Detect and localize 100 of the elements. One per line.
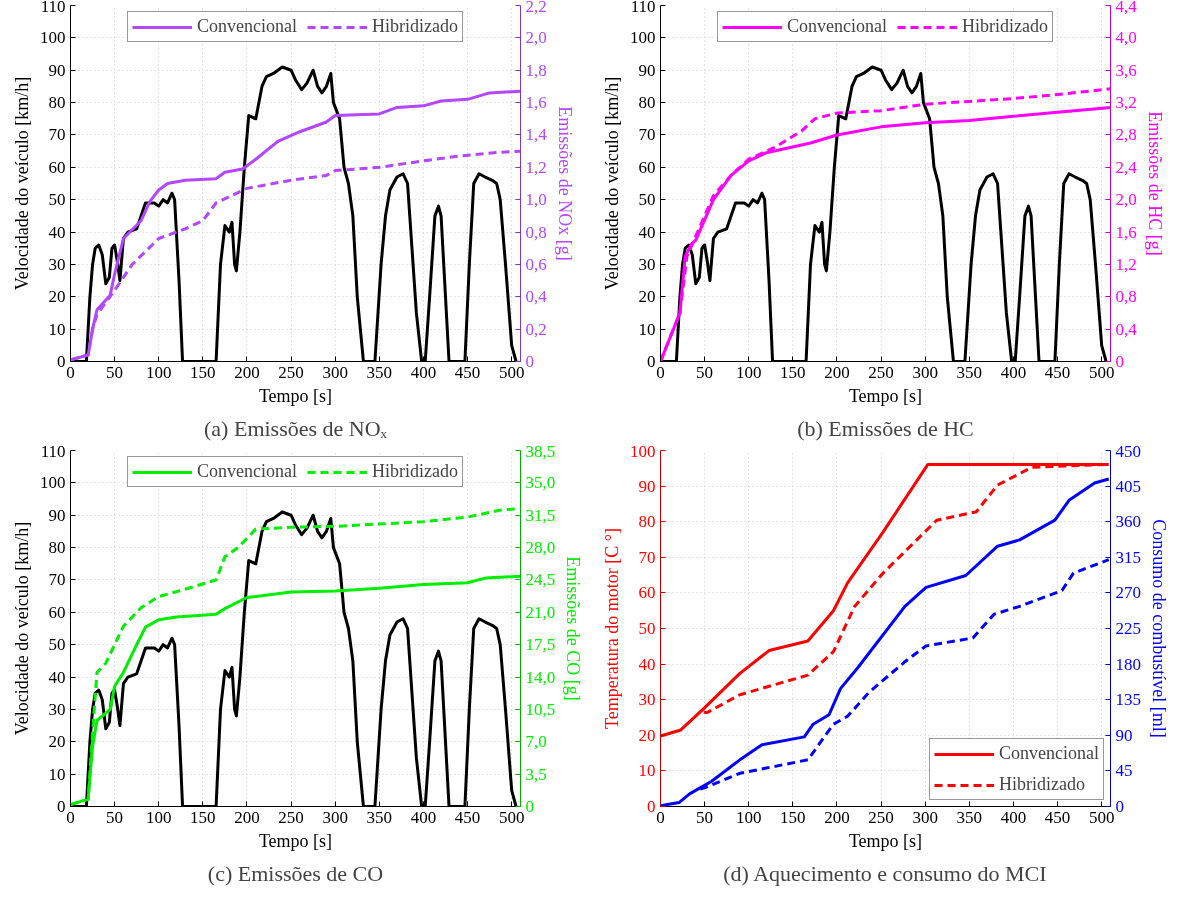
legend-label: Hibridizado <box>372 461 458 482</box>
x-tick-label: 250 <box>278 362 304 382</box>
y-tick-label: 40 <box>48 222 66 242</box>
text: (a) Emissões de NOₓ <box>204 415 388 441</box>
y2-axis-title: Emissões de CO [g] <box>563 556 584 701</box>
x-tick-label: 450 <box>454 362 481 382</box>
y-tick-label: 10 <box>48 764 66 784</box>
y-tick-label: 30 <box>638 690 656 710</box>
x-tick-label: 450 <box>1044 807 1071 827</box>
x-tick-label: 50 <box>696 807 714 827</box>
y2-tick-label: 0,8 <box>525 222 547 242</box>
x-tick-label: 350 <box>956 362 983 382</box>
y-axis-title: Velocidade do veículo [km/h] <box>12 76 32 291</box>
x-tick-label: 350 <box>956 807 983 827</box>
y2-tick-label: 405 <box>1115 476 1141 496</box>
x-tick-label: 500 <box>1088 807 1115 827</box>
y-tick-label: 10 <box>638 319 656 339</box>
y-tick-label: 20 <box>638 287 656 307</box>
y2-tick-label: 1,0 <box>525 190 547 210</box>
y2-tick-label: 1,4 <box>525 125 548 145</box>
y2-axis-title: Emissões de NOx [g] <box>554 106 575 261</box>
y2-tick-label: 45 <box>1115 761 1133 781</box>
y-tick-label: 70 <box>638 125 656 145</box>
y-tick-label: 90 <box>638 476 656 496</box>
x-tick-label: 100 <box>735 807 762 827</box>
y2-tick-label: 28,0 <box>525 538 556 558</box>
y2-tick-label: 14,0 <box>525 667 556 687</box>
x-tick-label: 200 <box>234 362 260 382</box>
y2-axis-title: Emissões de HC [g] <box>1144 111 1165 256</box>
y-tick-label: 110 <box>40 0 66 16</box>
y2-tick-label: 360 <box>1115 512 1141 532</box>
y2-tick-label: 2,0 <box>525 28 547 48</box>
x-tick-label: 150 <box>190 362 216 382</box>
y2-tick-label: 3,6 <box>1115 60 1137 80</box>
x-tick-label: 400 <box>1000 362 1027 382</box>
y-tick-label: 10 <box>48 319 66 339</box>
x-tick-label: 200 <box>824 362 850 382</box>
y-tick-label: 20 <box>48 732 66 752</box>
y2-tick-label: 38,5 <box>525 441 556 461</box>
y2-tick-label: 1,2 <box>1115 254 1137 274</box>
y2-tick-label: 2,2 <box>525 0 547 16</box>
y-tick-label: 80 <box>48 538 66 558</box>
y-tick-label: 40 <box>48 667 66 687</box>
y-tick-label: 20 <box>638 725 656 745</box>
x-tick-label: 150 <box>780 362 806 382</box>
y2-tick-label: 270 <box>1115 583 1141 603</box>
x-tick-label: 300 <box>912 362 938 382</box>
x-tick-label: 400 <box>1000 807 1027 827</box>
y2-tick-label: 21,0 <box>525 602 556 622</box>
x-axis-title: Tempo [s] <box>258 385 333 406</box>
y-tick-label: 60 <box>638 583 656 603</box>
x-tick-label: 200 <box>824 807 850 827</box>
y2-tick-label: 0,2 <box>525 319 547 339</box>
x-tick-label: 250 <box>278 807 304 827</box>
y-tick-label: 80 <box>48 93 66 113</box>
y2-tick-label: 4,4 <box>1115 0 1138 16</box>
x-axis-title: Tempo [s] <box>848 385 923 406</box>
y-tick-label: 30 <box>638 254 656 274</box>
y-tick-label: 50 <box>48 635 66 655</box>
y-tick-label: 60 <box>48 602 66 622</box>
x-tick-label: 500 <box>498 362 525 382</box>
x-tick-label: 50 <box>696 362 714 382</box>
x-tick-label: 500 <box>498 807 525 827</box>
y2-tick-label: 1,2 <box>525 157 547 177</box>
y2-tick-label: 35,0 <box>525 473 556 493</box>
x-tick-label: 100 <box>735 362 762 382</box>
x-tick-label: 250 <box>868 807 894 827</box>
y-tick-label: 10 <box>638 761 656 781</box>
x-tick-label: 250 <box>868 362 894 382</box>
y-tick-label: 30 <box>48 699 66 719</box>
legend-label: Convencional <box>787 16 887 37</box>
y2-tick-label: 24,5 <box>525 570 556 590</box>
legend-label: Convencional <box>999 743 1099 764</box>
y2-tick-label: 0,4 <box>1115 319 1138 339</box>
y2-tick-label: 7,0 <box>525 732 547 752</box>
y2-tick-label: 450 <box>1115 441 1141 461</box>
legend-label: Hibridizado <box>962 16 1048 37</box>
legend-label: Convencional <box>197 16 297 37</box>
x-tick-label: 300 <box>912 807 938 827</box>
text: (d) Aquecimento e consumo do MCI <box>723 860 1047 886</box>
y-tick-label: 70 <box>638 547 656 567</box>
y-tick-label: 110 <box>630 0 656 16</box>
y-tick-label: 110 <box>40 441 66 461</box>
x-tick-label: 300 <box>322 362 348 382</box>
x-tick-label: 450 <box>1044 362 1071 382</box>
y-tick-label: 50 <box>638 190 656 210</box>
y2-tick-label: 2,4 <box>1115 157 1138 177</box>
legend-label: Hibridizado <box>999 774 1085 795</box>
y-tick-label: 30 <box>48 254 66 274</box>
legend-label: Hibridizado <box>372 16 458 37</box>
y-tick-label: 60 <box>48 157 66 177</box>
x-tick-label: 400 <box>410 362 437 382</box>
y2-tick-label: 2,0 <box>1115 190 1137 210</box>
y-tick-label: 90 <box>48 60 66 80</box>
y-tick-label: 90 <box>48 505 66 525</box>
y-tick-label: 80 <box>638 93 656 113</box>
y2-tick-label: 315 <box>1115 547 1141 567</box>
x-tick-label: 100 <box>145 362 172 382</box>
y2-tick-label: 4,0 <box>1115 28 1137 48</box>
x-tick-label: 150 <box>780 807 806 827</box>
